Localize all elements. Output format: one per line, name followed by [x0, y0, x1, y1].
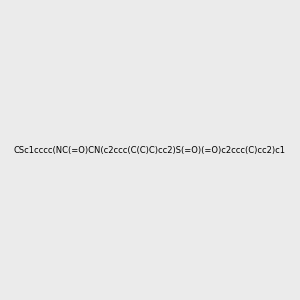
Text: CSc1cccc(NC(=O)CN(c2ccc(C(C)C)cc2)S(=O)(=O)c2ccc(C)cc2)c1: CSc1cccc(NC(=O)CN(c2ccc(C(C)C)cc2)S(=O)(…: [14, 146, 286, 154]
